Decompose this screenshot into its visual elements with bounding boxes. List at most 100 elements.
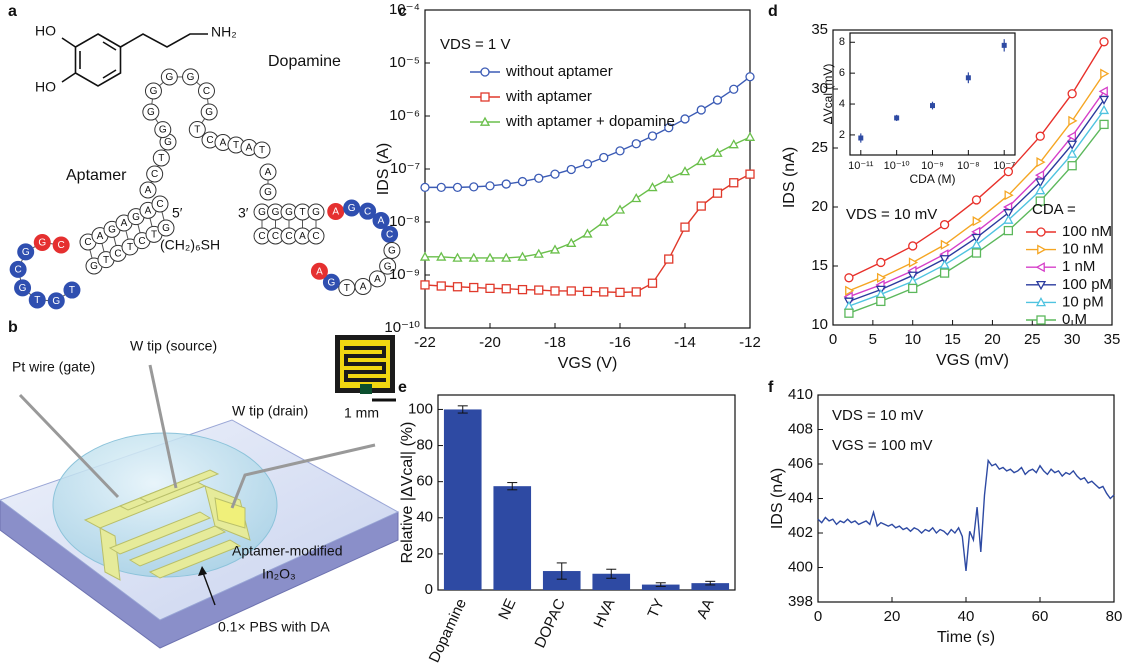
x-tick-label: 10⁻¹¹ (848, 160, 874, 172)
marker (1001, 42, 1007, 48)
nucleotide-letter: A (378, 216, 385, 227)
marker (971, 226, 981, 237)
marker (680, 222, 690, 232)
marker (1035, 196, 1045, 206)
nucleotide-letter: T (158, 153, 164, 164)
nucleotide-letter: C (84, 237, 91, 248)
marker (844, 308, 854, 318)
marker (1098, 104, 1110, 115)
y-tick-label: 10⁻⁴ (389, 1, 420, 18)
nucleotide (253, 141, 271, 159)
y-tick-label: 404 (788, 489, 813, 506)
x-tick-label: -18 (544, 334, 566, 351)
bar (641, 584, 680, 590)
legend-marker (479, 116, 491, 126)
marker (907, 276, 918, 286)
plot-frame (437, 394, 736, 591)
nucleotide (368, 270, 386, 288)
nucleotide-letter: G (147, 107, 155, 118)
nucleotide-letter: G (165, 72, 173, 83)
nucleotide-letter: G (19, 283, 27, 294)
nucleotide (157, 219, 175, 237)
marker (566, 286, 576, 296)
nucleotide-letter: A (97, 231, 104, 242)
nucleotide-letter: A (145, 205, 152, 216)
marker (939, 259, 950, 269)
marker (1067, 140, 1078, 150)
x-tick-label: 35 (1104, 331, 1121, 348)
marker (419, 251, 431, 261)
nucleotide-letter: A (360, 282, 367, 293)
y-tick-label: 410 (788, 386, 813, 403)
nucleotide-letter: G (164, 137, 172, 148)
nucleotide-letter: T (127, 242, 133, 253)
y-tick-label: 25 (811, 139, 828, 156)
nucleotide-letter: A (145, 185, 152, 196)
marker (517, 176, 528, 187)
y-tick-label: 20 (811, 198, 828, 215)
y-tick-label: 400 (788, 558, 813, 575)
y-tick-label: 80 (416, 437, 433, 454)
legend-label: 10 nM (1062, 241, 1104, 258)
marker (971, 233, 982, 244)
nucleotide-letter: A (246, 143, 253, 154)
x-axis-label: VGS (V) (558, 355, 618, 372)
marker (1035, 178, 1046, 188)
marker (614, 204, 626, 214)
nucleotide-letter: G (162, 223, 170, 234)
bar (443, 409, 482, 590)
x-tick-label: 0 (829, 331, 837, 348)
x-tick-label: Dopamine (426, 596, 470, 664)
legend-label: 1 nM (1062, 258, 1095, 275)
y-tick-label: 15 (811, 257, 828, 274)
y-tick-label: 10⁻⁵ (389, 54, 420, 71)
nucleotide-letter: G (384, 261, 392, 272)
nucleotide-letter: A (265, 167, 272, 178)
nucleotide-letter: G (22, 247, 30, 258)
nucleotide-letter: A (121, 218, 128, 229)
marker (664, 254, 674, 264)
y-tick-label: 35 (811, 21, 828, 38)
series-line (817, 458, 1115, 572)
nucleotide-letter: G (328, 277, 336, 288)
x-tick-label: 60 (1032, 608, 1049, 625)
x-tick-label: HVA (590, 596, 618, 630)
legend-label: 10 pM (1062, 293, 1104, 310)
marker (469, 182, 479, 192)
marker (647, 131, 658, 141)
nucleotide-letter: C (156, 199, 163, 210)
marker (501, 284, 511, 294)
nucleotide (383, 241, 401, 259)
nucleotide (197, 82, 215, 100)
nucleotide (151, 195, 169, 213)
nucleotide-letter: T (69, 285, 75, 296)
legend-marker (1035, 262, 1045, 273)
marker (907, 271, 918, 281)
y-axis-label: IDS (A) (375, 143, 392, 195)
nucleotide (343, 199, 361, 217)
panel-label: a (8, 3, 17, 20)
marker (1067, 89, 1077, 99)
dopamine-structure (61, 33, 208, 87)
marker (876, 272, 887, 283)
nucleotide (182, 68, 200, 86)
device-schematic (0, 335, 400, 649)
marker (971, 239, 982, 249)
marker (452, 282, 463, 292)
marker (1036, 157, 1046, 168)
nucleotide (307, 203, 325, 221)
plot-frame (832, 29, 1113, 326)
marker (582, 159, 593, 169)
marker (420, 280, 430, 290)
marker (939, 268, 950, 278)
nucleotide-letter: G (272, 207, 280, 218)
marker (1003, 209, 1014, 219)
panel-label: f (768, 379, 774, 396)
nucleotide-letter: G (258, 207, 266, 218)
legend-label: without aptamer (505, 63, 613, 80)
nucleotide-letter: C (258, 231, 265, 242)
legend-marker (1037, 244, 1047, 255)
y-tick-label: 8 (839, 36, 845, 48)
marker (485, 283, 495, 293)
nucleotide-letter: G (285, 207, 293, 218)
